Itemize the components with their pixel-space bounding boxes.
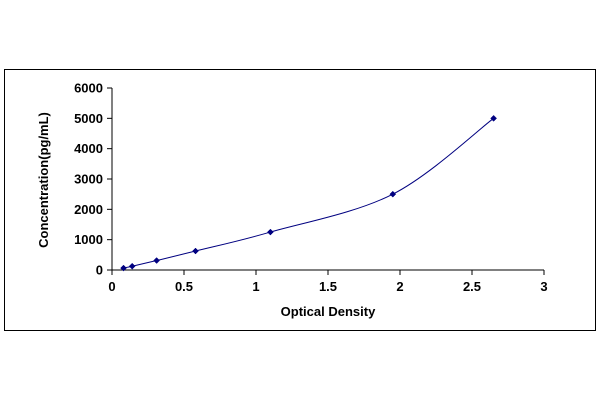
x-tick-label: 1.5 — [319, 279, 337, 294]
chart-axes — [111, 88, 544, 271]
y-tick-label: 6000 — [74, 81, 103, 96]
chart-frame — [4, 69, 596, 331]
x-tick-label: 2.5 — [463, 279, 481, 294]
x-tick-label: 3 — [540, 279, 547, 294]
y-tick-label: 2000 — [74, 202, 103, 217]
standard-curve-line — [123, 117, 494, 269]
data-point — [128, 262, 136, 270]
points-layer — [120, 114, 497, 272]
data-point — [120, 264, 127, 272]
y-tick-label: 4000 — [74, 141, 103, 156]
y-axis-title: Concentration(pg/mL) — [36, 112, 51, 248]
y-tick-label: 5000 — [74, 111, 103, 126]
y-tick-label: 1000 — [74, 232, 103, 247]
y-tick-label: 3000 — [74, 172, 103, 187]
y-tick-label: 0 — [96, 263, 103, 278]
data-point — [192, 247, 199, 255]
x-tick-label: 1 — [252, 279, 259, 294]
x-tick-label: 2 — [396, 279, 403, 294]
curve-layer — [123, 117, 494, 269]
x-tick-label: 0 — [108, 279, 115, 294]
x-axis-title: Optical Density — [281, 304, 376, 319]
x-tick-label: 0.5 — [175, 279, 193, 294]
data-point — [389, 190, 397, 198]
data-point — [490, 114, 497, 122]
data-point — [153, 257, 160, 264]
data-point — [267, 228, 274, 236]
chart-ticks: 0 1000 2000 3000 4000 5000 6000 0 0.5 1 1.5 2 2.5 3 — [74, 81, 548, 295]
